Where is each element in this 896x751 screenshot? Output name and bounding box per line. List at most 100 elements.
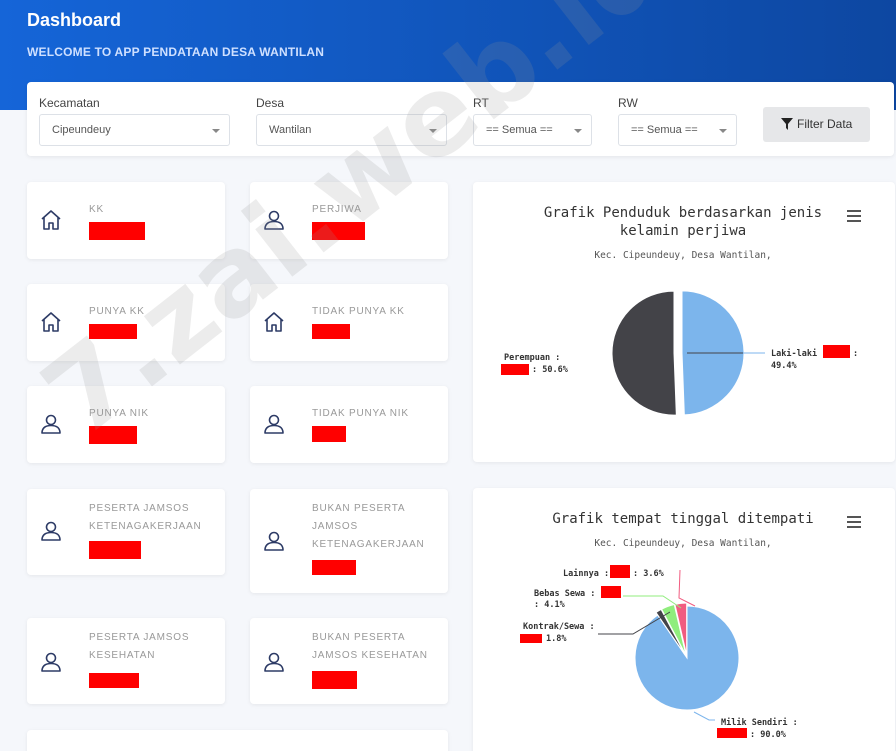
stat-value-redacted (312, 560, 356, 575)
hamburger-menu-icon[interactable] (847, 210, 861, 222)
stat-label: BUKAN PESERTA JAMSOS KETENAGAKERJAAN (312, 503, 425, 550)
stat-label: PESERTA JAMSOS KESEHATAN (89, 632, 190, 661)
redacted-value (501, 364, 529, 375)
pie-slice-kontrak-sewa[interactable] (655, 608, 686, 656)
desa-select[interactable]: Wantilan (256, 114, 447, 146)
filter-desa: Desa Wantilan (256, 96, 447, 146)
rt-select[interactable]: == Semua == (473, 114, 592, 146)
user-icon (264, 531, 284, 551)
label-milik-sendiri-pct: : 90.0% (750, 730, 787, 740)
page-title: Dashboard (27, 10, 122, 30)
home-icon (41, 210, 61, 230)
stat-value-redacted (89, 222, 145, 240)
chart-title-line: kelamin perjiwa (619, 223, 747, 239)
connector-line (598, 611, 671, 635)
stat-card-tidak-punya-kk[interactable]: TIDAK PUNYA KK (250, 284, 448, 361)
filter-data-button[interactable]: Filter Data (763, 107, 870, 142)
stat-card-kk[interactable]: KK (27, 182, 225, 259)
welcome-subtitle: WELCOME TO APP PENDATAAN DESA WANTILAN (27, 45, 325, 59)
stat-card-punya-nik[interactable]: PUNYA NIK (27, 386, 225, 463)
filter-kecamatan: Kecamatan Cipeundeuy (39, 96, 230, 146)
residence-chart-card: Grafik tempat tinggal ditempati Kec. Cip… (473, 488, 895, 751)
label-bebas-sewa: Bebas Sewa : (534, 589, 595, 599)
kecamatan-label: Kecamatan (39, 96, 100, 110)
stat-label: PERJIWA (312, 204, 362, 215)
redacted-value (601, 586, 621, 598)
chart-title-line: Grafik Penduduk berdasarkan jenis (543, 205, 823, 221)
redacted-value (823, 345, 850, 358)
chart-subtitle: Kec. Cipeundeuy, Desa Wantilan, (594, 538, 772, 549)
chevron-down-icon (212, 129, 220, 133)
stat-value-redacted (89, 541, 141, 559)
stat-value-redacted (312, 222, 365, 240)
stat-label: PUNYA NIK (89, 408, 149, 419)
chart-title: Grafik Penduduk berdasarkan jenis kelami… (533, 204, 833, 240)
label-perempuan: Perempuan : (504, 353, 560, 363)
stat-label: PUNYA KK (89, 306, 145, 317)
user-icon (41, 521, 61, 541)
pie-slice-bebas-sewa[interactable] (660, 603, 687, 656)
label-laki-laki-colon: : (853, 349, 858, 359)
label-bebas-sewa-pct: : 4.1% (534, 600, 566, 610)
stat-label: TIDAK PUNYA NIK (312, 408, 409, 419)
stat-card-perjiwa[interactable]: PERJIWA (250, 182, 448, 259)
stat-value-redacted (89, 673, 139, 688)
rt-label: RT (473, 96, 489, 110)
kecamatan-select[interactable]: Cipeundeuy (39, 114, 230, 146)
user-icon (264, 210, 284, 230)
connector-line (623, 595, 682, 609)
pie-slice-milik-sendiri[interactable] (634, 605, 740, 711)
chevron-down-icon (429, 129, 437, 133)
stat-card-partial (27, 730, 448, 751)
label-laki-laki-pct: 49.4% (771, 361, 797, 371)
stat-card-tidak-punya-nik[interactable]: TIDAK PUNYA NIK (250, 386, 448, 463)
redacted-value (717, 728, 747, 738)
stat-card-bukan-peserta-jamsos-ketenagakerjaan[interactable]: BUKAN PESERTA JAMSOS KETENAGAKERJAAN (250, 489, 448, 593)
label-milik-sendiri: Milik Sendiri : (721, 717, 798, 728)
stat-value-redacted (312, 671, 357, 689)
gender-chart-card: Grafik Penduduk berdasarkan jenis kelami… (473, 182, 895, 462)
filter-panel: Kecamatan Cipeundeuy Desa Wantilan RT ==… (27, 82, 894, 156)
redacted-value (520, 634, 542, 643)
stat-label: KK (89, 204, 104, 215)
chevron-down-icon (574, 129, 582, 133)
stat-value-redacted (89, 324, 137, 339)
stat-card-punya-kk[interactable]: PUNYA KK (27, 284, 225, 361)
user-icon (41, 414, 61, 434)
home-icon (41, 312, 61, 332)
filter-icon (781, 118, 793, 130)
connector-line (678, 569, 696, 607)
rw-value: == Semua == (631, 124, 698, 136)
stat-card-peserta-jamsos-ketenagakerjaan[interactable]: PESERTA JAMSOS KETENAGAKERJAAN (27, 489, 225, 575)
hamburger-menu-icon[interactable] (847, 516, 861, 528)
chart-subtitle: Kec. Cipeundeuy, Desa Wantilan, (594, 250, 772, 261)
user-icon (264, 414, 284, 434)
stat-label: PESERTA JAMSOS KETENAGAKERJAAN (89, 503, 202, 532)
user-icon (41, 652, 61, 672)
stat-card-bukan-peserta-jamsos-kesehatan[interactable]: BUKAN PESERTA JAMSOS KESEHATAN (250, 618, 448, 704)
filter-rt: RT == Semua == (473, 96, 592, 146)
stat-value-redacted (89, 426, 137, 444)
home-icon (264, 312, 284, 332)
rt-value: == Semua == (486, 124, 553, 136)
rw-select[interactable]: == Semua == (618, 114, 737, 146)
stat-card-peserta-jamsos-kesehatan[interactable]: PESERTA JAMSOS KESEHATAN (27, 618, 225, 704)
label-kontrak-sewa: Kontrak/Sewa : (523, 622, 595, 632)
user-icon (264, 652, 284, 672)
connector-line (693, 711, 715, 721)
rw-label: RW (618, 96, 638, 110)
chart-title: Grafik tempat tinggal ditempati (552, 511, 814, 527)
residence-pie-chart: Lainnya : : 3.6% Bebas Sewa : : 4.1% Kon… (520, 565, 798, 740)
desa-value: Wantilan (269, 124, 312, 136)
filter-button-label: Filter Data (797, 117, 853, 131)
label-lainnya-pct: : 3.6% (633, 569, 665, 579)
filter-rw: RW == Semua == (618, 96, 737, 146)
chevron-down-icon (719, 129, 727, 133)
label-perempuan-pct: : 50.6% (532, 365, 569, 375)
stat-label: TIDAK PUNYA KK (312, 306, 405, 317)
pie-slice-perempuan[interactable] (611, 290, 677, 416)
label-lainnya: Lainnya : (563, 568, 609, 579)
gender-pie-chart: Laki-laki : : 49.4% Perempuan : : 50.6% (501, 290, 858, 416)
stat-label: BUKAN PESERTA JAMSOS KESEHATAN (312, 632, 428, 661)
redacted-value (610, 565, 630, 578)
